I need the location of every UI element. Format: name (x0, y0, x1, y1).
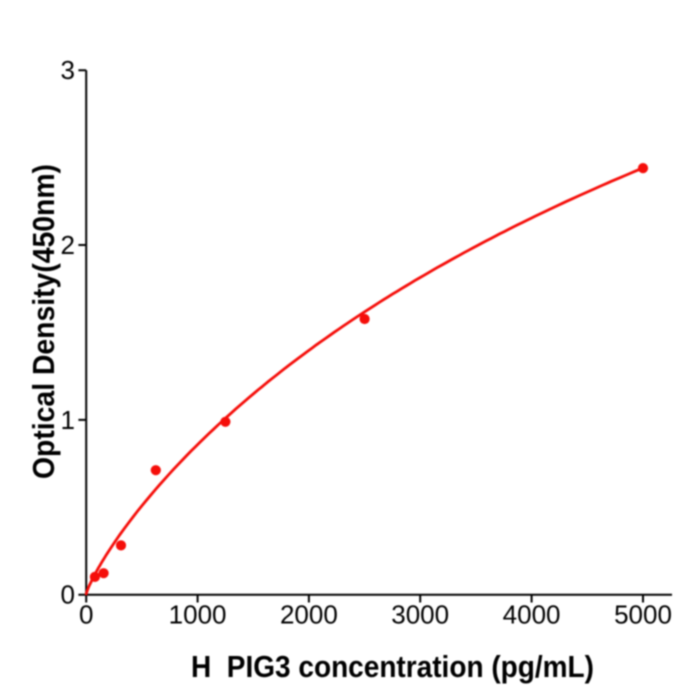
svg-text:3000: 3000 (391, 600, 449, 630)
svg-text:1: 1 (61, 405, 75, 435)
svg-text:2000: 2000 (280, 600, 338, 630)
svg-text:0: 0 (79, 600, 93, 630)
svg-text:Optical Density(450nm): Optical Density(450nm) (26, 164, 61, 479)
svg-text:0: 0 (61, 580, 75, 610)
svg-text:1000: 1000 (169, 600, 227, 630)
svg-text:4000: 4000 (503, 600, 561, 630)
svg-text:3: 3 (61, 55, 75, 85)
svg-text:5000: 5000 (614, 600, 672, 630)
svg-text:2: 2 (61, 230, 75, 260)
svg-text:H PIG3 concentration (pg/mL): H PIG3 concentration (pg/mL) (191, 649, 594, 684)
